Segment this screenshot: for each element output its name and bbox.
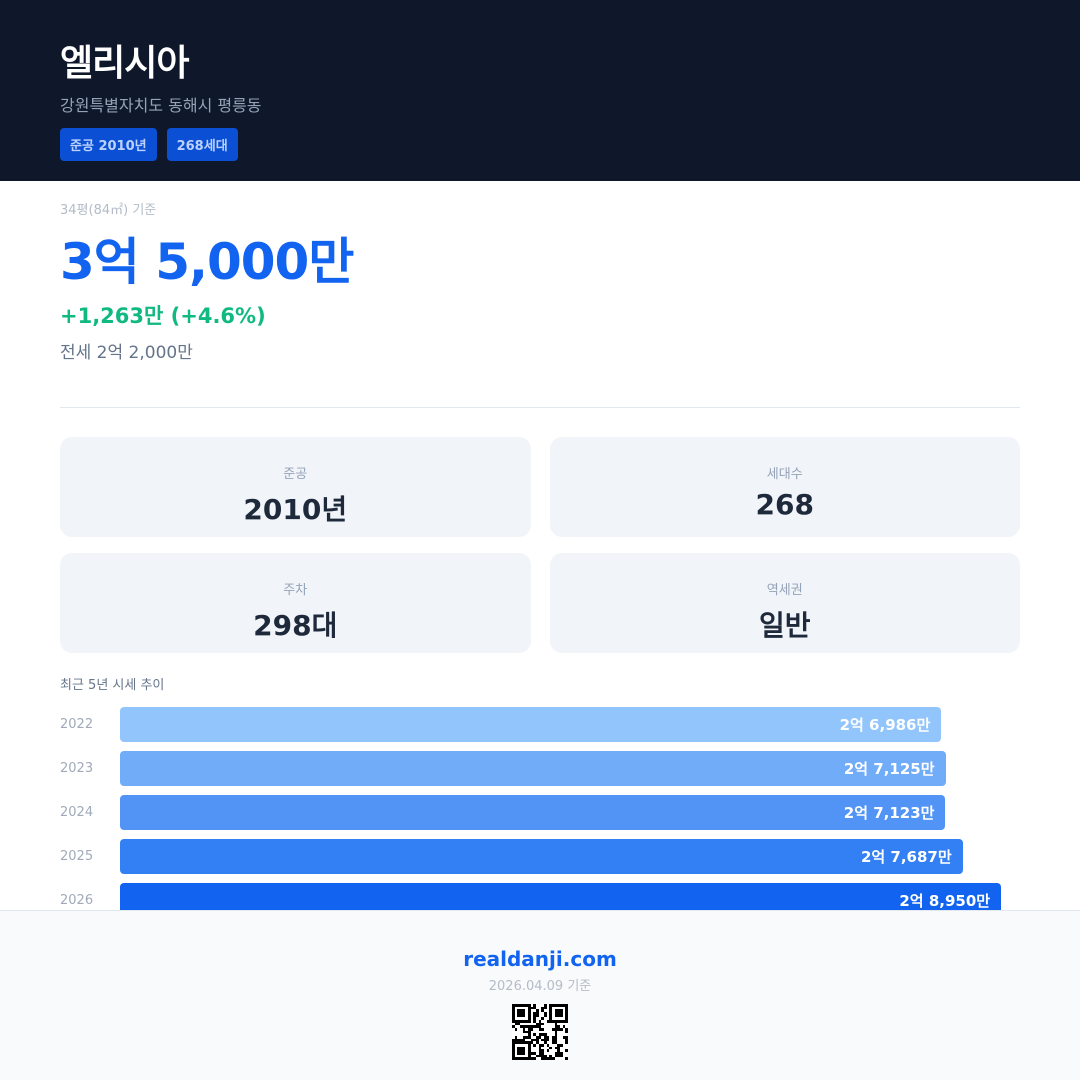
stat-card-parking: 주차 298대	[60, 553, 531, 653]
bar-year-label: 2023	[60, 761, 94, 776]
bar-value-label: 2억 6,986만	[839, 716, 931, 734]
bar-row: 2022 2억 6,986만	[60, 707, 1020, 742]
price-change: +1,263만 (+4.6%)	[60, 304, 266, 328]
bar-row: 2024 2억 7,123만	[60, 795, 1020, 830]
stat-value: 298대	[253, 609, 338, 642]
bar-row: 2023 2억 7,125만	[60, 751, 1020, 786]
stat-value: 2010년	[243, 493, 348, 526]
bar-row: 2025 2억 7,687만	[60, 839, 1020, 874]
bar-year-label: 2024	[60, 805, 94, 820]
bar: 2억 7,125만	[120, 751, 946, 786]
stat-value: 일반	[758, 609, 811, 642]
qr-code-icon	[512, 1004, 568, 1060]
stat-card-built: 준공 2010년	[60, 437, 531, 537]
stat-value: 268	[755, 488, 814, 521]
trend-title: 최근 5년 시세 추이	[60, 678, 165, 693]
bar-year-label: 2022	[60, 717, 94, 732]
stat-label: 역세권	[766, 583, 803, 598]
complex-title: 엘리시아	[60, 43, 189, 84]
stat-label: 준공	[283, 467, 308, 482]
bar: 2억 6,986만	[120, 707, 942, 742]
sale-price: 3억 5,000만	[60, 233, 354, 291]
price-basis: 34평(84㎡) 기준	[60, 203, 157, 218]
divider	[60, 407, 1020, 408]
bar-value-label: 2억 7,125만	[843, 760, 935, 778]
site-link[interactable]: realdanji.com	[463, 947, 617, 971]
bar-value-label: 2억 7,687만	[860, 848, 952, 866]
bar-year-label: 2025	[60, 849, 94, 864]
reference-date: 2026.04.09 기준	[488, 979, 592, 994]
bar-value-label: 2억 7,123만	[843, 804, 935, 822]
stat-label: 세대수	[766, 467, 803, 482]
bar-value-label: 2억 8,950만	[899, 892, 991, 910]
jeonse-price: 전세 2억 2,000만	[60, 343, 193, 363]
bar: 2억 7,687만	[120, 839, 963, 874]
bar-year-label: 2026	[60, 893, 94, 908]
footer: realdanji.com 2026.04.09 기준	[0, 910, 1080, 1080]
badge-built-year: 준공 2010년	[60, 128, 157, 161]
trend-chart: 2022 2억 6,986만 2023 2억 7,125만 2024 2억 7,123만 2…	[60, 707, 1020, 918]
badge-households: 268세대	[166, 128, 238, 161]
bar: 2억 7,123만	[120, 795, 946, 830]
header: 엘리시아 강원특별자치도 동해시 평릉동 준공 2010년 268세대	[0, 0, 1080, 181]
stat-card-households: 세대수 268	[549, 437, 1020, 537]
stat-label: 주차	[283, 583, 308, 598]
address: 강원특별자치도 동해시 평릉동	[60, 96, 262, 115]
